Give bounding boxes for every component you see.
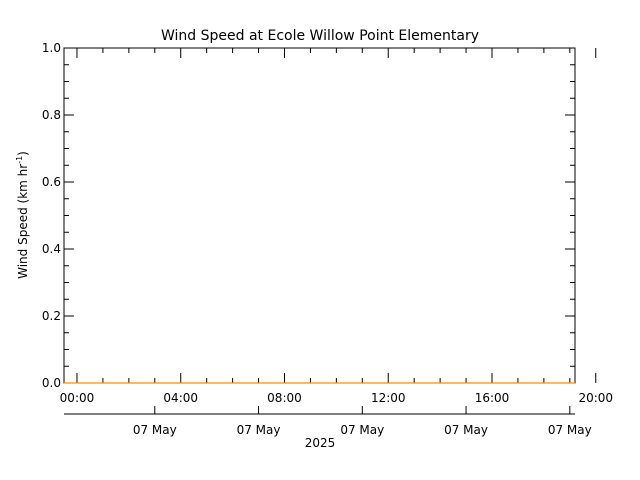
chart-title: Wind Speed at Ecole Willow Point Element…: [161, 28, 479, 44]
x-hour-tick-label: 12:00: [371, 391, 406, 405]
x-hour-tick-label: 16:00: [475, 391, 510, 405]
x-date-tick-label: 07 May: [133, 423, 177, 437]
x-hour-tick-label: 04:00: [163, 391, 198, 405]
y-tick-label: 1.0: [42, 41, 61, 55]
x-date-tick-label: 07 May: [340, 423, 384, 437]
plot-area: [63, 47, 576, 384]
x-axis-year-label: 2025: [305, 436, 336, 450]
x-date-tick-label: 07 May: [237, 423, 281, 437]
y-tick-label: 0.8: [42, 108, 61, 122]
x-date-tick-label: 07 May: [548, 423, 592, 437]
x-date-tick-label: 07 May: [444, 423, 488, 437]
y-axis: 0.0 0.2 0.4 0.6 0.8 1.0: [42, 41, 575, 390]
y-tick-label: 0.4: [42, 242, 61, 256]
y-axis-label: Wind Speed (km hr-1): [15, 151, 30, 279]
y-tick-label: 0.2: [42, 309, 61, 323]
x-axis-dates: 07 May 07 May 07 May 07 May 07 May: [64, 406, 592, 437]
x-axis-hours: 00:00 04:00 08:00 12:00 16:00 20:00: [60, 48, 613, 405]
y-tick-label: 0.6: [42, 175, 61, 189]
y-tick-label: 0.0: [42, 376, 61, 390]
x-hour-tick-label: 00:00: [60, 391, 95, 405]
x-hour-tick-label: 20:00: [578, 391, 613, 405]
x-hour-tick-label: 08:00: [267, 391, 302, 405]
